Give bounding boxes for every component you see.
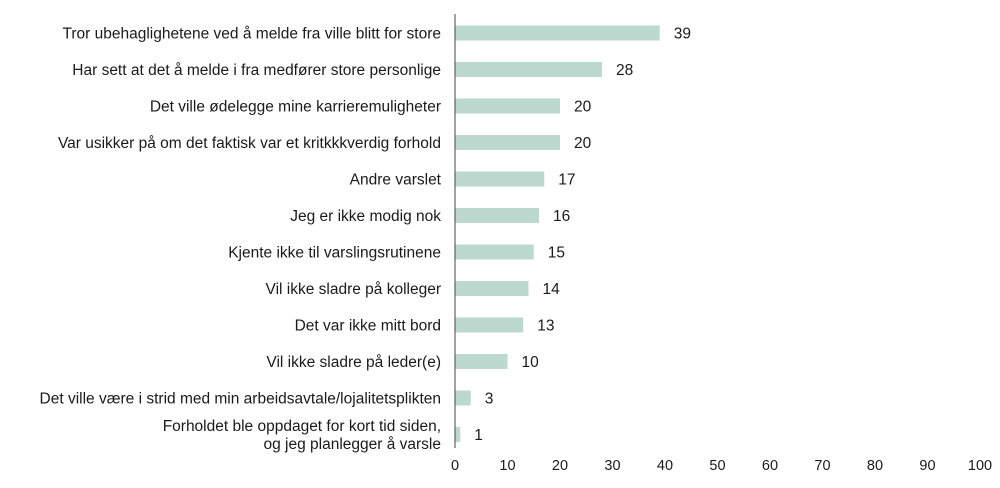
x-tick-label: 40: [657, 458, 673, 474]
bar: [455, 25, 660, 41]
x-tick-label: 30: [604, 458, 620, 474]
category-label: Det var ikke mitt bord: [295, 318, 441, 335]
x-tick-label: 20: [552, 458, 568, 474]
x-tick-label: 80: [867, 458, 883, 474]
x-tick-label: 100: [968, 458, 992, 474]
category-labels: Tror ubehaglighetene ved å melde fra vil…: [40, 26, 442, 454]
data-label: 1: [474, 427, 483, 444]
bar: [455, 281, 529, 296]
bar: [455, 171, 545, 187]
x-tick-label: 10: [499, 458, 515, 474]
data-label: 17: [558, 172, 575, 189]
data-label: 28: [616, 62, 633, 79]
bar: [455, 244, 534, 260]
x-axis-ticks: 0 10 20 30 40 50 60 70 80 90 100: [451, 458, 992, 474]
data-label: 15: [548, 245, 565, 262]
value-labels: 39 28 20 20 17 16 15 14 13 10 3 1: [474, 26, 691, 445]
category-label: Forholdet ble oppdaget for kort tid side…: [163, 418, 441, 435]
data-label: 20: [574, 99, 592, 116]
category-label: Tror ubehaglighetene ved å melde fra vil…: [62, 26, 441, 43]
bar: [455, 135, 560, 150]
bar: [455, 427, 461, 442]
data-label: 13: [537, 318, 554, 335]
category-label: Jeg er ikke modig nok: [290, 208, 441, 225]
x-tick-label: 50: [709, 458, 725, 474]
category-label: Det ville ødelegge mine karrieremulighet…: [150, 99, 441, 116]
bar: [455, 317, 524, 333]
data-label: 14: [543, 281, 561, 298]
data-label: 39: [674, 26, 691, 43]
bar: [455, 390, 471, 406]
category-label: Vil ikke sladre på leder(e): [266, 354, 441, 371]
x-tick-label: 70: [814, 458, 830, 474]
data-label: 10: [522, 354, 540, 371]
x-tick-label: 0: [451, 458, 459, 474]
category-label: Har sett at det å melde i fra medfører s…: [72, 62, 441, 79]
bars-group: [455, 25, 660, 442]
bar: [455, 98, 560, 114]
x-tick-label: 60: [762, 458, 778, 474]
bar: [455, 208, 539, 223]
data-label: 20: [574, 135, 592, 152]
data-label: 3: [485, 391, 494, 408]
category-label: Det ville være i strid med min arbeidsav…: [40, 391, 441, 408]
x-tick-label: 90: [919, 458, 935, 474]
category-label: og jeg planlegger å varsle: [263, 436, 441, 453]
category-label: Var usikker på om det faktisk var et kri…: [58, 135, 441, 152]
data-label: 16: [553, 208, 570, 225]
category-label: Andre varslet: [350, 172, 442, 189]
bar: [455, 62, 602, 77]
bar: [455, 354, 508, 369]
category-label: Vil ikke sladre på kolleger: [266, 281, 441, 298]
category-label: Kjente ikke til varslingsrutinene: [228, 245, 441, 262]
